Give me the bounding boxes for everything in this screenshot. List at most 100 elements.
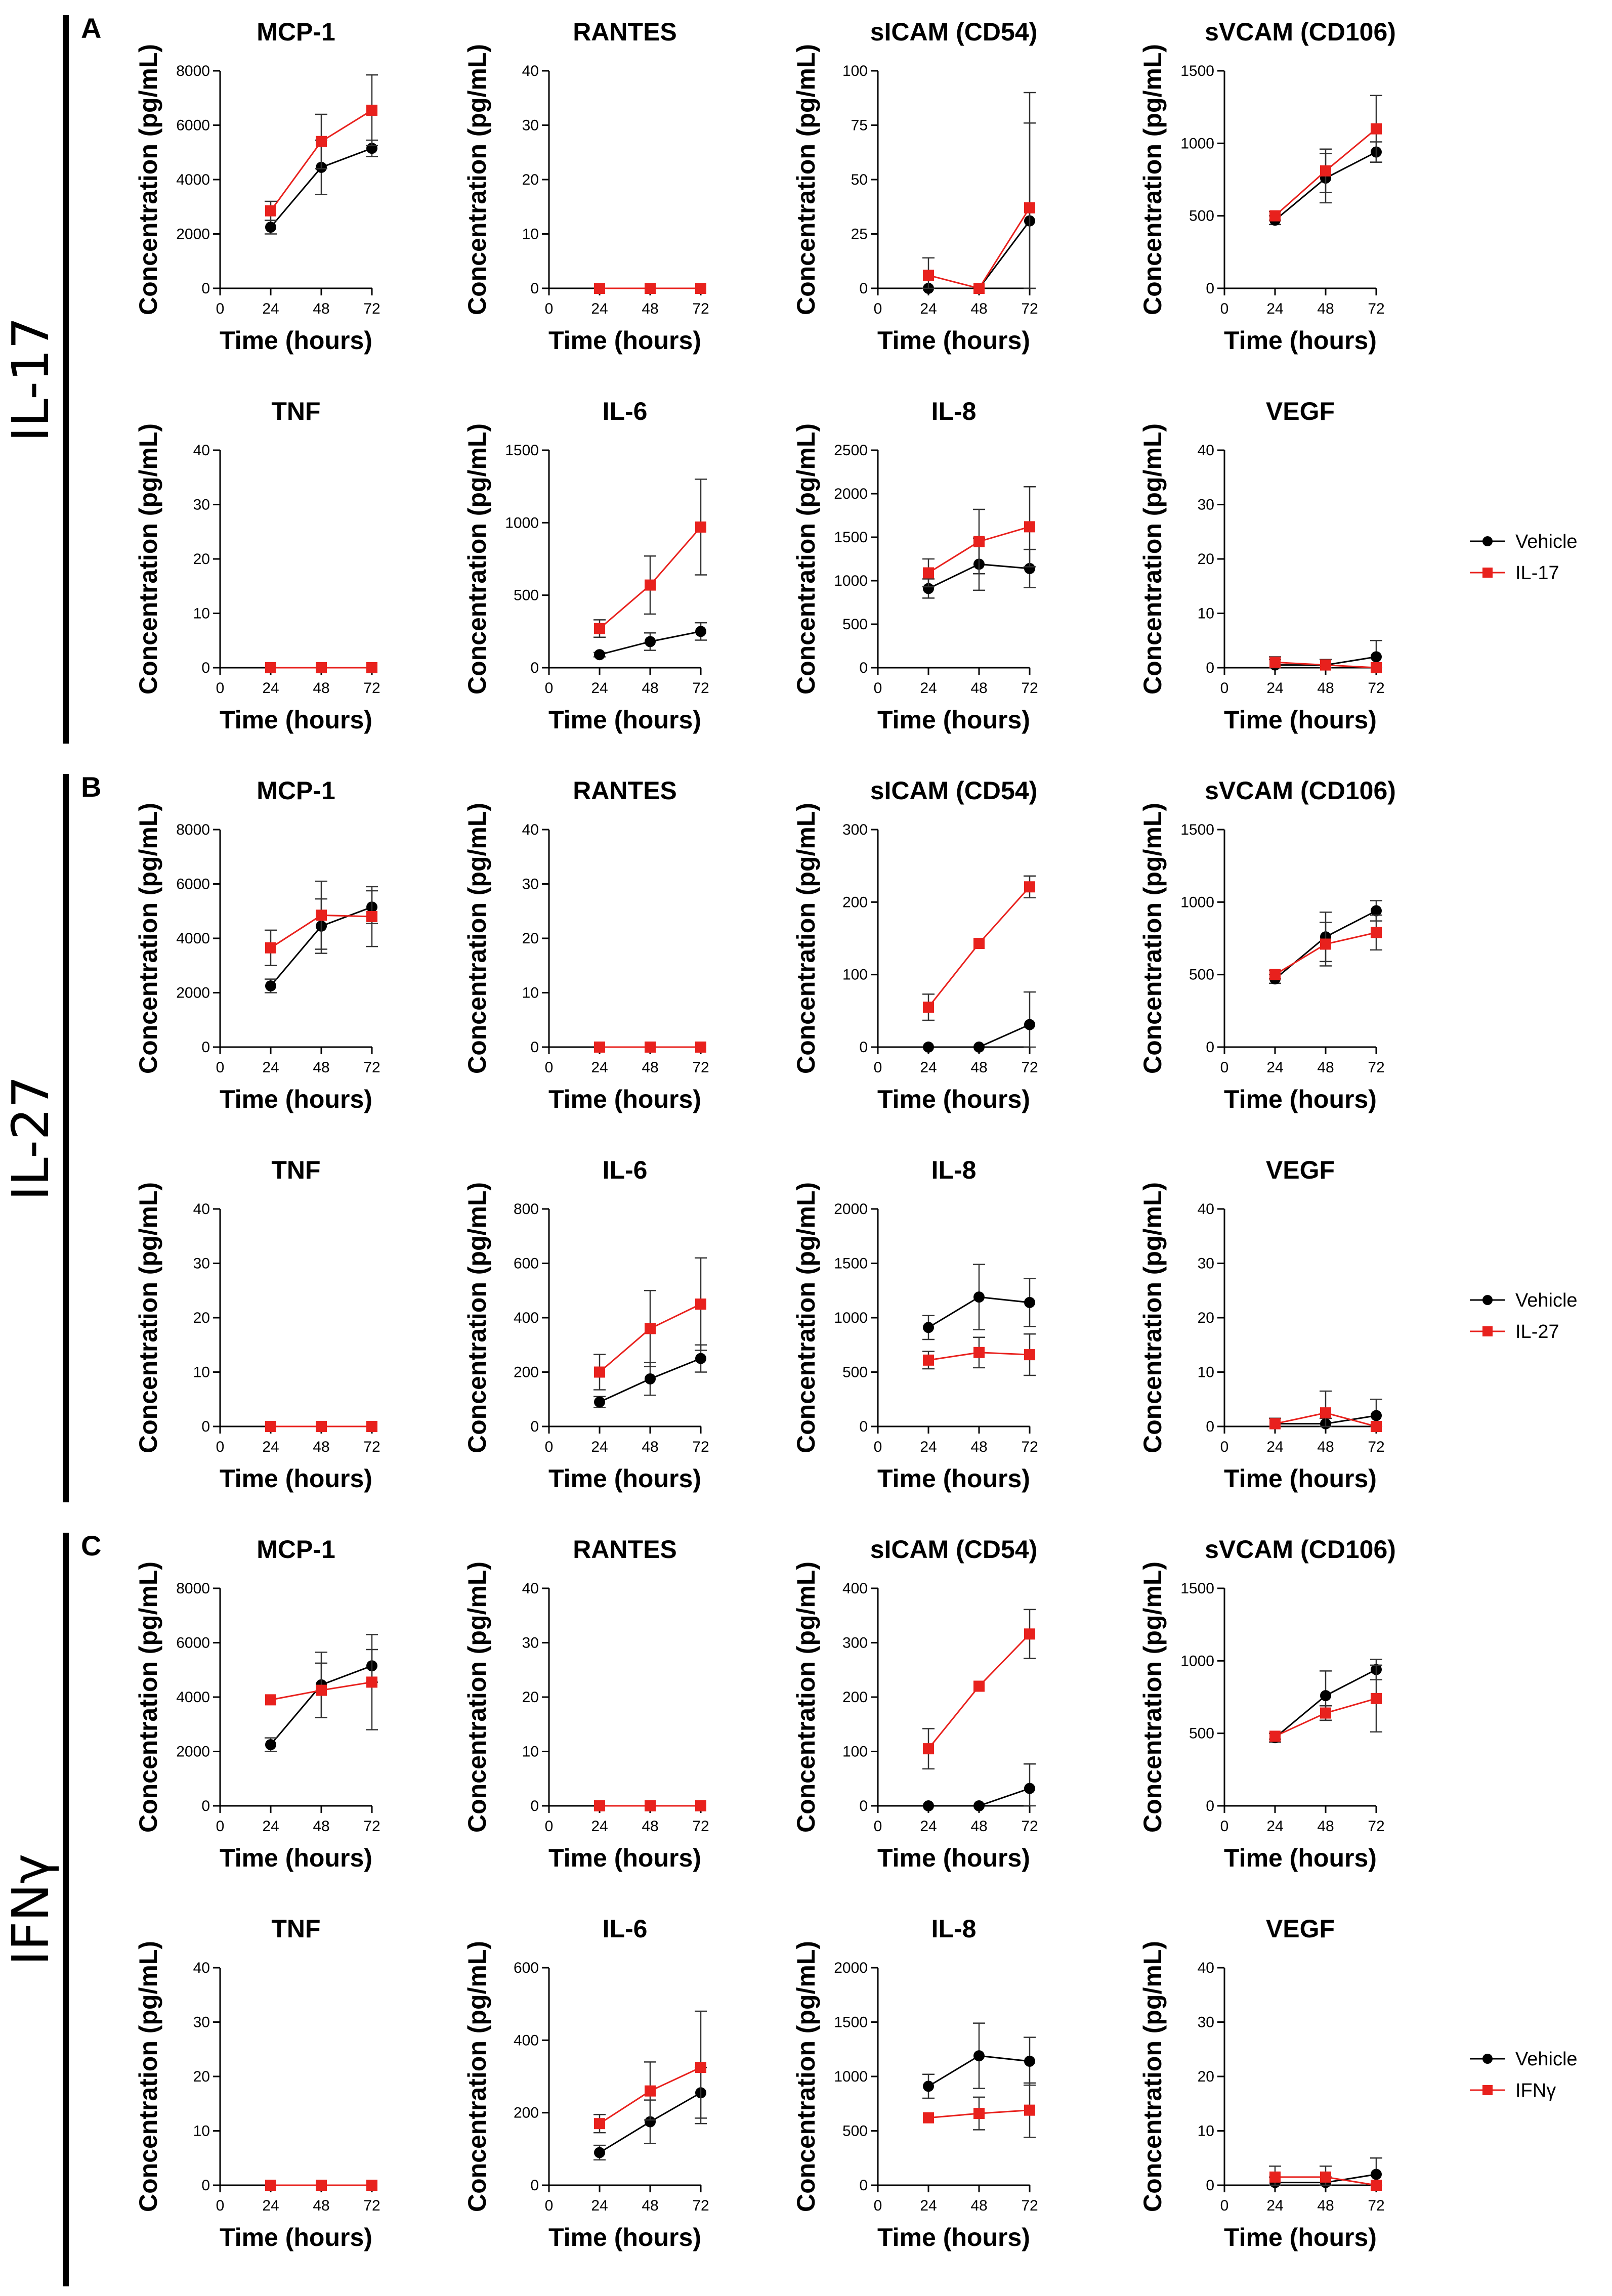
data-point xyxy=(594,1042,605,1053)
data-point xyxy=(973,283,985,294)
x-tick-label: 48 xyxy=(970,680,987,697)
data-point xyxy=(594,283,605,294)
y-tick-label: 600 xyxy=(514,1960,539,1976)
y-tick-label: 20 xyxy=(522,930,539,947)
data-point xyxy=(1024,2055,1035,2067)
section-A: A IL-17 Vehicle IL-17 xyxy=(1,12,1578,744)
y-tick-label: 1000 xyxy=(834,573,868,589)
data-point xyxy=(973,2050,985,2062)
chart-A-vegf: VEGF 0 10 20 30 40 0 24 48 72 Time (hours) Concentr… xyxy=(1138,397,1385,734)
chart-title: VEGF xyxy=(1266,397,1335,425)
x-tick-label: 24 xyxy=(262,680,279,697)
data-point xyxy=(366,104,377,116)
chart-title: IL-6 xyxy=(603,397,648,425)
data-point xyxy=(695,2062,706,2073)
x-tick-label: 24 xyxy=(920,1818,937,1835)
y-tick-label: 1000 xyxy=(1180,135,1214,152)
x-tick-label: 48 xyxy=(970,2197,987,2214)
y-tick-label: 30 xyxy=(1198,2014,1214,2031)
x-tick-label: 48 xyxy=(642,1439,658,1455)
x-tick-label: 0 xyxy=(216,300,225,317)
y-tick-label: 40 xyxy=(522,1580,539,1597)
x-axis-label: Time (hours) xyxy=(877,2223,1030,2251)
chart-C-mcp-1: MCP-1 0 2000 4000 6000 8000 0 24 48 72 Time (hours… xyxy=(134,1535,380,1872)
data-point xyxy=(695,1353,706,1364)
y-tick-label: 40 xyxy=(1198,1201,1214,1218)
legend-treatment-marker xyxy=(1482,568,1493,578)
series-treatment xyxy=(265,1634,378,1730)
data-point xyxy=(316,2180,327,2191)
data-point xyxy=(923,2112,934,2124)
y-tick-label: 4000 xyxy=(176,930,210,947)
y-tick-label: 8000 xyxy=(176,1580,210,1597)
data-point xyxy=(1320,165,1331,177)
data-point xyxy=(973,536,985,547)
data-point xyxy=(1024,2104,1035,2116)
y-tick-label: 20 xyxy=(1198,1310,1214,1326)
x-tick-label: 0 xyxy=(874,1818,882,1835)
y-tick-label: 0 xyxy=(201,280,210,297)
data-point xyxy=(316,662,327,673)
series-treatment xyxy=(265,880,378,966)
x-tick-label: 0 xyxy=(874,1439,882,1455)
chart-title: MCP-1 xyxy=(257,18,335,46)
y-tick-label: 0 xyxy=(1206,280,1214,297)
x-axis-label: Time (hours) xyxy=(877,1464,1030,1493)
chart-title: sICAM (CD54) xyxy=(870,776,1038,805)
data-point xyxy=(265,205,276,216)
y-tick-label: 30 xyxy=(193,2014,210,2031)
y-tick-label: 1000 xyxy=(834,1310,868,1326)
x-tick-label: 72 xyxy=(692,300,709,317)
data-point xyxy=(1024,881,1035,893)
x-tick-label: 0 xyxy=(216,1439,225,1455)
x-tick-label: 24 xyxy=(591,1059,608,1076)
y-tick-label: 20 xyxy=(522,171,539,188)
data-point xyxy=(695,1298,706,1310)
panel-label: A xyxy=(81,12,101,44)
y-tick-label: 0 xyxy=(530,660,539,676)
legend-treatment-label: IL-27 xyxy=(1515,1321,1559,1342)
data-point xyxy=(1371,927,1382,938)
y-tick-label: 200 xyxy=(842,1689,868,1706)
chart-title: sVCAM (CD106) xyxy=(1205,1535,1396,1564)
y-tick-label: 0 xyxy=(859,660,868,676)
x-tick-label: 72 xyxy=(363,1059,380,1076)
data-point xyxy=(265,1421,276,1432)
data-point xyxy=(973,1347,985,1358)
y-tick-label: 0 xyxy=(859,1039,868,1056)
x-tick-label: 0 xyxy=(545,2197,554,2214)
x-tick-label: 48 xyxy=(970,300,987,317)
data-point xyxy=(594,1800,605,1811)
y-tick-label: 0 xyxy=(201,1418,210,1435)
y-tick-label: 40 xyxy=(1198,1960,1214,1976)
y-tick-label: 2000 xyxy=(834,1960,868,1976)
chart-title: VEGF xyxy=(1266,1156,1335,1184)
x-tick-label: 72 xyxy=(1368,1818,1384,1835)
y-tick-label: 500 xyxy=(1189,1725,1214,1742)
x-tick-label: 0 xyxy=(216,1818,225,1835)
x-tick-label: 0 xyxy=(1220,1818,1229,1835)
x-tick-label: 0 xyxy=(216,1059,225,1076)
y-tick-label: 40 xyxy=(1198,442,1214,459)
series-treatment xyxy=(594,283,706,294)
y-tick-label: 2500 xyxy=(834,442,868,459)
data-point xyxy=(366,1676,377,1688)
chart-A-il-8: IL-8 0 500 1000 1500 2000 2500 0 24 48 72 Time (hou… xyxy=(792,397,1038,734)
y-tick-label: 30 xyxy=(522,876,539,893)
y-axis-label: Concentration (pg/mL) xyxy=(792,803,820,1074)
x-axis-label: Time (hours) xyxy=(220,326,372,355)
y-axis-label: Concentration (pg/mL) xyxy=(792,423,820,695)
data-point xyxy=(1371,1421,1382,1432)
data-point xyxy=(1269,969,1281,980)
data-point xyxy=(265,662,276,673)
legend-vehicle-label: Vehicle xyxy=(1515,1290,1578,1311)
chart-title: MCP-1 xyxy=(257,776,335,805)
series-treatment xyxy=(923,2082,1036,2138)
y-tick-label: 0 xyxy=(201,2177,210,2194)
y-tick-label: 1500 xyxy=(505,442,539,459)
data-point xyxy=(1269,657,1281,668)
legend-vehicle-label: Vehicle xyxy=(1515,531,1578,552)
y-tick-label: 1500 xyxy=(1180,63,1214,79)
y-tick-label: 400 xyxy=(842,1580,868,1597)
y-axis-label: Concentration (pg/mL) xyxy=(463,44,491,315)
